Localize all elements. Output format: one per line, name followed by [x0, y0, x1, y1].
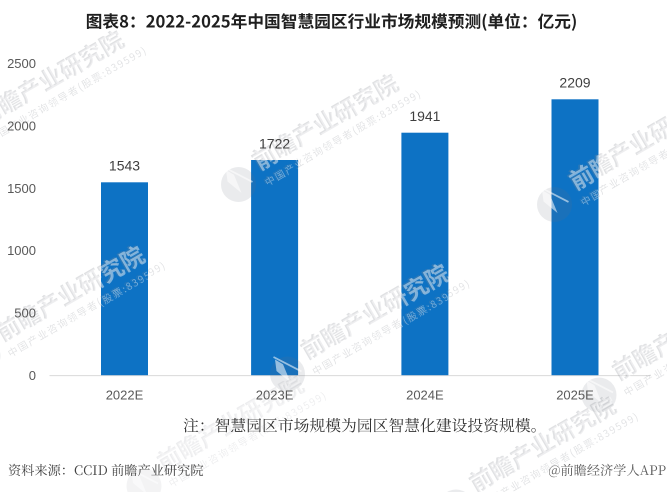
svg-text:2025E: 2025E: [556, 387, 594, 402]
svg-text:1543: 1543: [109, 158, 140, 174]
svg-text:1941: 1941: [409, 108, 440, 124]
svg-text:2022E: 2022E: [106, 387, 144, 402]
svg-text:1000: 1000: [7, 243, 36, 258]
svg-text:2000: 2000: [7, 118, 36, 133]
svg-text:1500: 1500: [7, 181, 36, 196]
svg-text:0: 0: [29, 368, 36, 383]
svg-text:2023E: 2023E: [256, 387, 294, 402]
svg-text:2024E: 2024E: [406, 387, 444, 402]
svg-text:1722: 1722: [259, 135, 290, 151]
svg-text:500: 500: [14, 306, 36, 321]
svg-text:2209: 2209: [559, 75, 590, 91]
svg-text:2500: 2500: [7, 56, 36, 71]
